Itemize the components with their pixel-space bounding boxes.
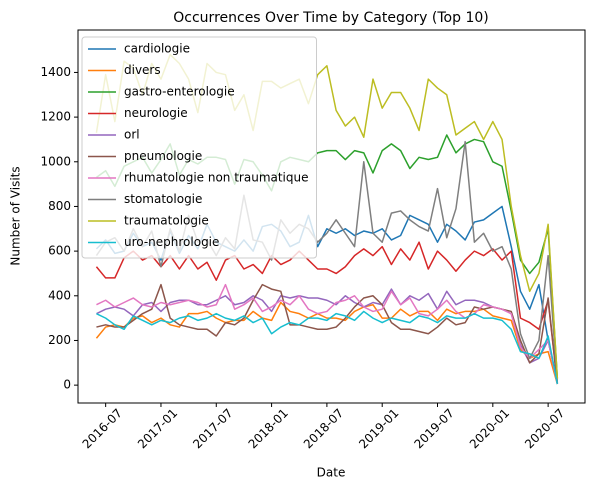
legend-label: neurologie bbox=[124, 106, 188, 120]
legend-label: rhumatologie non traumatique bbox=[124, 171, 309, 185]
x-tick-label: 2019-07 bbox=[411, 406, 456, 451]
y-tick-label: 1400 bbox=[40, 65, 71, 79]
y-tick-label: 0 bbox=[63, 378, 71, 392]
legend-label: gastro-enterologie bbox=[124, 85, 235, 99]
series-line bbox=[96, 310, 559, 385]
x-tick-label: 2020-07 bbox=[522, 406, 567, 451]
x-tick-label: 2020-01 bbox=[467, 406, 512, 451]
legend-box bbox=[81, 36, 317, 259]
y-tick-label: 1200 bbox=[40, 110, 71, 124]
series-line bbox=[96, 288, 559, 384]
x-tick-label: 2017-01 bbox=[135, 406, 180, 451]
series-line bbox=[95, 241, 559, 385]
x-axis-label: Date bbox=[317, 466, 346, 480]
plot-frame bbox=[77, 29, 586, 404]
chart-title: Occurrences Over Time by Category (Top 1… bbox=[173, 10, 488, 26]
legend-label: stomatologie bbox=[124, 192, 202, 206]
series-line bbox=[95, 301, 559, 385]
y-tick-label: 1000 bbox=[40, 154, 71, 168]
legend-label: traumatologie bbox=[124, 214, 209, 228]
x-tick-label: 2016-07 bbox=[80, 406, 125, 451]
x-tick-label: 2018-01 bbox=[246, 406, 291, 451]
y-tick-label: 800 bbox=[48, 199, 71, 213]
y-tick-label: 400 bbox=[48, 288, 71, 302]
y-tick-label: 200 bbox=[48, 333, 71, 347]
legend-label: pneumologie bbox=[124, 149, 202, 163]
legend-label: divers bbox=[124, 63, 161, 77]
legend-label: uro-nephrologie bbox=[124, 235, 219, 249]
legend-label: cardiologie bbox=[124, 42, 190, 56]
y-tick-label: 600 bbox=[48, 244, 71, 258]
y-axis-label: Number of Visits bbox=[9, 166, 23, 265]
x-tick-label: 2019-01 bbox=[356, 406, 401, 451]
x-tick-label: 2018-07 bbox=[301, 406, 346, 451]
x-tick-label: 2017-07 bbox=[190, 406, 235, 451]
series-line bbox=[96, 283, 559, 385]
legend-label: orl bbox=[124, 128, 140, 142]
